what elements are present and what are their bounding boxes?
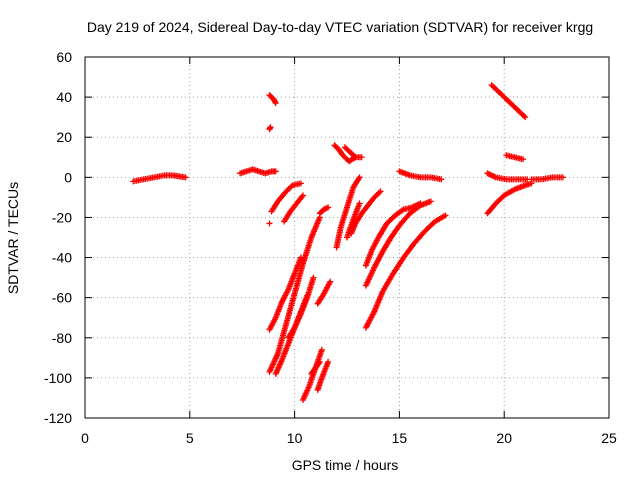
x-tick-label: 5	[186, 430, 194, 446]
series-arc-27	[503, 152, 527, 163]
series-arc-6	[268, 180, 304, 215]
data-point-marker	[272, 168, 279, 175]
data-point-marker	[299, 192, 306, 199]
series-arc-15	[314, 278, 334, 307]
data-point-marker	[325, 358, 332, 365]
data-point-marker	[325, 204, 332, 211]
y-tick-label: -120	[44, 410, 72, 426]
x-axis-title: GPS time / hours	[292, 457, 399, 473]
series-arc-8	[266, 214, 323, 375]
data-point-marker	[376, 189, 383, 196]
y-tick-label: -80	[52, 330, 72, 346]
data-points	[130, 82, 566, 403]
series-arc-14	[314, 358, 332, 393]
x-tick-label: 0	[81, 430, 89, 446]
data-point-marker	[442, 212, 449, 219]
chart-title: Day 219 of 2024, Sidereal Day-to-day VTE…	[87, 19, 593, 35]
y-tick-label: -100	[44, 370, 72, 386]
series-arc-28	[484, 170, 531, 183]
series-arc-3	[266, 92, 279, 107]
data-point-marker	[356, 174, 363, 181]
series-arc-29	[484, 180, 535, 217]
data-point-marker	[438, 176, 445, 183]
series-arc-7	[281, 192, 306, 225]
y-tick-label: -20	[52, 209, 72, 225]
series-arc-23	[362, 198, 434, 289]
y-axis-title: SDTVAR / TECUs	[5, 182, 21, 294]
data-point-marker	[559, 174, 566, 181]
series-arc-13	[308, 358, 323, 377]
data-point-marker	[298, 193, 305, 200]
y-tick-label: 60	[56, 49, 72, 65]
y-tick-label: -40	[52, 250, 72, 266]
data-point-marker	[297, 254, 304, 261]
series-arc-16	[316, 204, 332, 217]
data-point-marker	[297, 180, 304, 187]
data-point-marker	[310, 274, 317, 281]
data-point-marker	[315, 360, 322, 367]
y-tick-label: 40	[56, 89, 72, 105]
data-point-marker	[520, 156, 527, 163]
data-point-marker	[356, 200, 363, 207]
series-arc-21	[348, 188, 384, 237]
x-tick-label: 25	[601, 430, 617, 446]
y-tick-label: 0	[64, 169, 72, 185]
data-point-marker	[266, 220, 273, 227]
series-arc-26	[488, 82, 529, 121]
plot-frame	[84, 56, 610, 419]
data-point-marker	[318, 346, 325, 353]
axis-ticks: 0 5 10 15 20 25 -120 -100 -80 -60 -40 -20 0 20 40 60	[44, 49, 617, 446]
series-arc-18	[341, 144, 359, 161]
series-arc-22	[362, 200, 424, 269]
data-point-marker	[522, 114, 529, 121]
series-arc-4	[266, 124, 274, 133]
data-point-marker	[182, 174, 189, 181]
x-tick-label: 15	[392, 430, 408, 446]
y-tick-label: -60	[52, 290, 72, 306]
data-point-marker	[427, 198, 434, 205]
data-point-marker	[327, 278, 334, 285]
data-point-marker	[351, 153, 358, 160]
y-tick-label: 20	[56, 129, 72, 145]
data-point-marker	[520, 113, 527, 120]
data-point-marker	[377, 188, 384, 195]
series-arc-9	[266, 254, 304, 333]
series-arc-24	[362, 212, 449, 331]
data-point-marker	[352, 154, 359, 161]
series-arc-30	[528, 174, 566, 183]
series-arc-11	[285, 274, 317, 341]
x-tick-label: 10	[287, 430, 303, 446]
x-tick-label: 20	[496, 430, 512, 446]
data-point-marker	[272, 100, 279, 107]
series-arc-5	[266, 220, 273, 227]
data-point-marker	[316, 358, 323, 365]
series-arc-2	[237, 166, 279, 177]
data-point-marker	[272, 98, 279, 105]
series-arc-19	[333, 174, 363, 251]
data-point-marker	[267, 124, 274, 131]
series-arc-1	[130, 172, 189, 185]
series-arc-25	[396, 168, 445, 183]
data-point-marker	[358, 154, 365, 161]
